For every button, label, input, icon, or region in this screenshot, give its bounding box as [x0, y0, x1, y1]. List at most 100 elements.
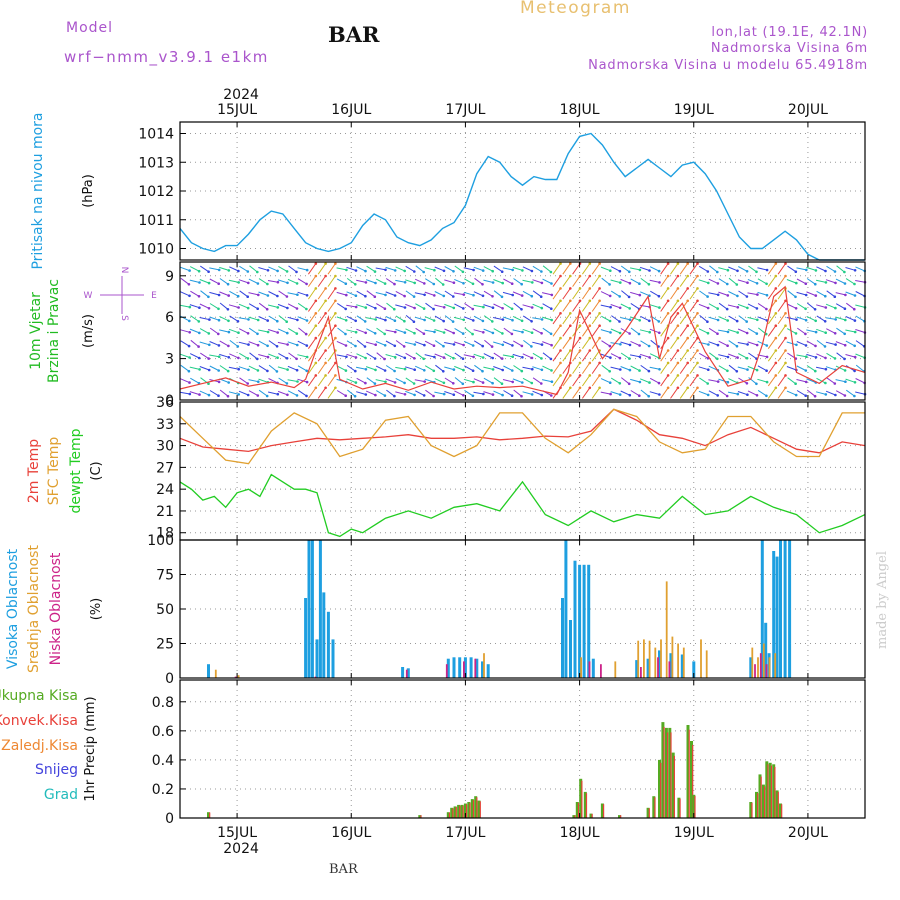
wind-arrow-head [314, 374, 318, 377]
wind-arrow-head [265, 394, 269, 398]
wind-arrow [689, 350, 698, 362]
precip-bar [749, 802, 753, 818]
wind-arrow [620, 317, 631, 321]
wind-arrow-head [804, 282, 808, 286]
wind-arrow-head [540, 368, 544, 372]
cloud-bar [573, 560, 577, 678]
wind-arrow-head [217, 282, 220, 286]
wind-arrow-head [314, 299, 318, 303]
wind-arrow-head [481, 356, 485, 359]
wind-arrow-head [853, 381, 857, 384]
precip-bar [671, 752, 675, 818]
wind-arrow [718, 378, 729, 383]
wind-arrow-head [666, 312, 670, 315]
lonlat-label: lon,lat (19.1E, 42.1N) [711, 25, 868, 40]
wind-arrow [610, 304, 621, 309]
wind-arrow [180, 340, 190, 347]
wind-arrow [405, 390, 415, 396]
wind-arrow [542, 265, 552, 273]
wind-arrow [385, 278, 395, 285]
wind-arrow [474, 364, 483, 372]
wind-arrow [581, 362, 591, 374]
wind-arrow [591, 313, 601, 325]
y-tick-label: 0 [165, 811, 174, 827]
wind-arrow [463, 316, 474, 321]
wind-arrow-head [540, 306, 544, 310]
wind-arrow-head [472, 268, 475, 272]
wind-arrow [522, 290, 533, 297]
precip-bar [677, 797, 681, 818]
wind-arrow-head [765, 380, 769, 384]
wind-arrow-head [472, 380, 475, 384]
wind-arrow-head [736, 356, 739, 359]
wind-arrow-head [246, 306, 250, 310]
wind-arrow [239, 290, 248, 298]
wind-arrow-head [295, 394, 299, 397]
wind-arrow-head [198, 368, 201, 371]
wind-arrow-head [403, 331, 407, 334]
wind-arrow [405, 290, 415, 298]
wind-arrow [660, 300, 669, 312]
wind-arrow-head [432, 344, 436, 348]
wind-arrow [228, 279, 239, 283]
wind-arrow-head [725, 307, 729, 311]
wind-arrow [267, 304, 278, 308]
wind-arrow [816, 266, 826, 272]
wind-arrow [512, 353, 523, 358]
wind-arrow-head [765, 394, 768, 398]
wind-arrow-head [647, 369, 651, 373]
wind-arrow-head [824, 269, 827, 273]
wind-arrow-head [276, 306, 280, 309]
wind-arrow-head [442, 356, 446, 359]
wind-arrow-head [197, 320, 201, 323]
wind-arrow [649, 377, 660, 384]
wind-arrow [600, 291, 611, 297]
wind-arrow-head [227, 330, 231, 334]
wind-arrow-head [432, 307, 435, 311]
wind-arrow [435, 364, 444, 372]
cloud-bar [774, 653, 777, 678]
wind-arrow-head [745, 270, 749, 273]
wind-arrow-head [804, 344, 808, 347]
pressure-unit-label: (hPa) [81, 174, 96, 208]
wind-arrow [483, 290, 493, 297]
wind-arrow [796, 316, 807, 321]
wind-arrow [356, 391, 366, 395]
wind-arrow [522, 266, 533, 272]
wind-arrow-head [618, 269, 622, 273]
wind-arrow [610, 366, 621, 370]
wind-arrow [327, 325, 336, 337]
wind-arrow-head [569, 386, 572, 390]
wind-arrow [405, 315, 415, 323]
y-tick-label: 0.6 [152, 724, 174, 740]
cloud-bar [751, 647, 754, 678]
wind-arrow [346, 378, 357, 384]
precip-bar [761, 784, 765, 818]
wind-arrow-head [676, 386, 680, 390]
wind-arrow-head [619, 343, 622, 346]
wind-arrow-head [559, 324, 562, 328]
wind-arrow [639, 266, 650, 271]
temp-axis-label-sfc: SFC Temp [46, 437, 62, 506]
wind-arrow [855, 353, 865, 359]
wind-arrow-head [305, 344, 309, 347]
wind-arrow-head [510, 332, 514, 336]
wind-arrow-head [676, 361, 680, 365]
wind-arrow [728, 378, 738, 384]
wind-arrow-head [237, 306, 240, 309]
wind-arrow-head [823, 345, 827, 348]
wind-arrow [572, 300, 581, 312]
wind-arrow-head [383, 394, 387, 397]
wind-arrow-head [393, 307, 396, 311]
wind-arrow-head [588, 361, 592, 365]
wind-arrow-head [774, 374, 778, 377]
wind-arrow-head [461, 357, 465, 361]
wind-arrow [336, 291, 347, 296]
wind-arrow [747, 292, 758, 296]
y-tick-label: 27 [156, 460, 174, 476]
wind-arrow [248, 341, 259, 346]
wind-arrow-head [256, 343, 260, 347]
cloud-bar [668, 661, 671, 678]
wind-arrow-head [452, 382, 455, 385]
wind-arrow [815, 279, 827, 283]
